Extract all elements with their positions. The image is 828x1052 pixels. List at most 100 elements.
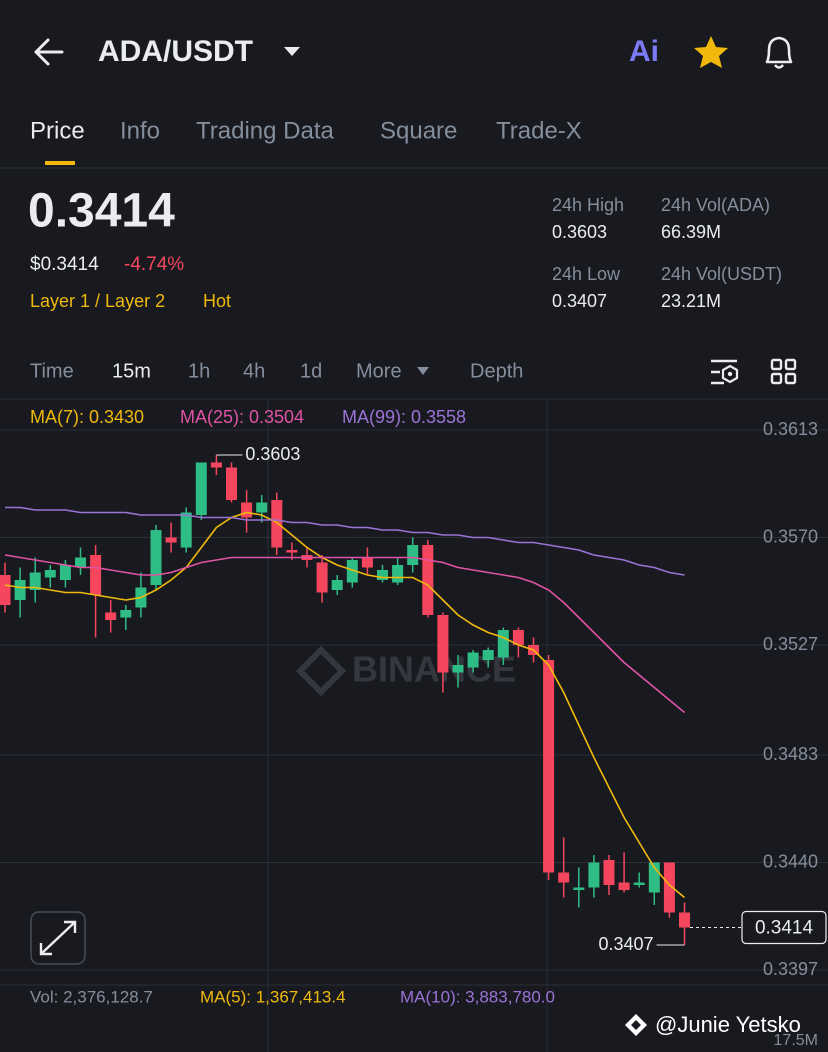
- layout-button[interactable]: [770, 358, 797, 385]
- volume-legend-item: MA(5): 1,367,413.4: [200, 987, 346, 1006]
- high-marker-label: 0.3603: [245, 444, 300, 464]
- credit-logo: [625, 1014, 647, 1036]
- candle-body: [0, 575, 11, 605]
- candle-body: [165, 537, 177, 543]
- candle-body: [497, 630, 509, 658]
- candle-body: [44, 570, 56, 578]
- credit: @Junie Yetsko: [655, 1012, 801, 1037]
- interval-tab[interactable]: More: [356, 360, 402, 382]
- last-price-box: [741, 910, 827, 945]
- fullscreen-icon: [39, 920, 77, 956]
- ma-legend-item: MA(99): 0.3558: [342, 407, 466, 427]
- interval-tab[interactable]: Time: [30, 360, 74, 382]
- candle-body: [75, 557, 86, 568]
- y-tick-label: 0.3483: [763, 744, 818, 764]
- candle-body: [361, 557, 373, 568]
- more-caret[interactable]: [417, 367, 429, 375]
- stat-value: 0.3407: [552, 291, 607, 311]
- depth-tab[interactable]: Depth: [470, 360, 523, 382]
- y-tick-label: 0.3527: [763, 634, 818, 654]
- watermark-logo: [295, 645, 347, 697]
- candle-body: [543, 660, 555, 873]
- ai-button[interactable]: Ai: [629, 35, 659, 68]
- favorite-star[interactable]: [694, 36, 728, 68]
- candle-body: [573, 887, 585, 890]
- stat-label: 24h Vol(ADA): [661, 195, 770, 215]
- interval-tab[interactable]: 1h: [188, 360, 210, 382]
- candle-body: [180, 512, 192, 548]
- pair-caret[interactable]: [284, 47, 300, 56]
- candle-body: [316, 562, 328, 593]
- candle-body: [648, 862, 660, 893]
- candle-body: [120, 610, 132, 618]
- candle-body: [256, 502, 268, 513]
- y-tick-label: 0.3570: [763, 526, 818, 546]
- stat-value: 0.3603: [552, 222, 607, 242]
- candle-body: [467, 652, 479, 668]
- candle-body: [241, 502, 253, 518]
- candle-body: [407, 545, 419, 565]
- candle-body: [14, 580, 26, 600]
- volume-legend-item: MA(10): 3,883,780.0: [400, 987, 555, 1006]
- layout-icon-cell: [784, 358, 797, 371]
- tag[interactable]: Layer 1 / Layer 2: [30, 291, 165, 311]
- plot: 0.3603 0.3407 0.3414: [0, 444, 827, 954]
- candle-body: [150, 530, 162, 585]
- ma-legend-item: MA(7): 0.3430: [30, 407, 144, 427]
- candle-body: [105, 612, 117, 620]
- candle-body: [59, 565, 71, 580]
- candle-body: [286, 550, 298, 553]
- last-price-label: 0.3414: [755, 918, 814, 939]
- bell-icon: [765, 36, 793, 69]
- stat-label: 24h High: [552, 195, 624, 215]
- ma-legend: MA(7): 0.3430 MA(25): 0.3504 MA(99): 0.355…: [30, 407, 466, 427]
- interval-tab[interactable]: 4h: [243, 360, 265, 382]
- candle-body: [90, 555, 102, 595]
- candle-body: [346, 560, 358, 583]
- candle-body: [437, 615, 449, 673]
- interval-tab[interactable]: 15m: [112, 360, 151, 382]
- layout-icon-cell: [770, 372, 783, 385]
- tab-bar: Price Info Trading Data Square Trade-X: [30, 117, 582, 144]
- tag[interactable]: Hot: [203, 291, 231, 311]
- tab[interactable]: Trading Data: [196, 117, 335, 144]
- price-change: -4.74%: [124, 254, 184, 275]
- tab[interactable]: Trade-X: [496, 117, 582, 144]
- fullscreen-button[interactable]: [30, 911, 86, 965]
- pair-title[interactable]: ADA/USDT: [98, 35, 253, 68]
- tab[interactable]: Price: [30, 117, 85, 144]
- stat-value: 23.21M: [661, 291, 721, 311]
- layout-icon-cell: [770, 358, 783, 371]
- y-tick-label: 0.3397: [763, 959, 818, 979]
- last-price: 0.3414: [28, 185, 175, 238]
- candle-body: [452, 665, 464, 673]
- back-button[interactable]: [34, 38, 64, 66]
- stat-value: 66.39M: [661, 222, 721, 242]
- stat-label: 24h Vol(USDT): [661, 264, 782, 284]
- tab[interactable]: Square: [380, 117, 457, 144]
- volume-legend-item: Vol: 2,376,128.7: [30, 987, 153, 1006]
- stat-label: 24h Low: [552, 264, 621, 284]
- candle-body: [663, 862, 675, 913]
- interval-bar: Time 15m 1h 4h 1d More: [30, 360, 402, 382]
- candle-body: [558, 872, 570, 883]
- low-marker-label: 0.3407: [598, 934, 653, 954]
- ma-line: [4, 554, 686, 714]
- indicator-icon-hex: [721, 364, 739, 384]
- usd-price: $0.3414: [30, 254, 99, 275]
- candle-body: [392, 565, 404, 583]
- candle-body: [679, 912, 690, 928]
- interval-tab[interactable]: 1d: [300, 360, 322, 382]
- candle-body: [603, 860, 615, 885]
- volume-axis-label: 17.5M: [774, 1032, 818, 1049]
- candle-body: [422, 545, 434, 615]
- grid: [0, 400, 828, 1052]
- indicator-icon-dot: [727, 371, 733, 377]
- ma-line: [4, 511, 686, 899]
- indicator-button[interactable]: [711, 359, 739, 385]
- candle-body: [331, 580, 343, 590]
- tab[interactable]: Info: [120, 117, 160, 144]
- bell-button[interactable]: [765, 36, 793, 69]
